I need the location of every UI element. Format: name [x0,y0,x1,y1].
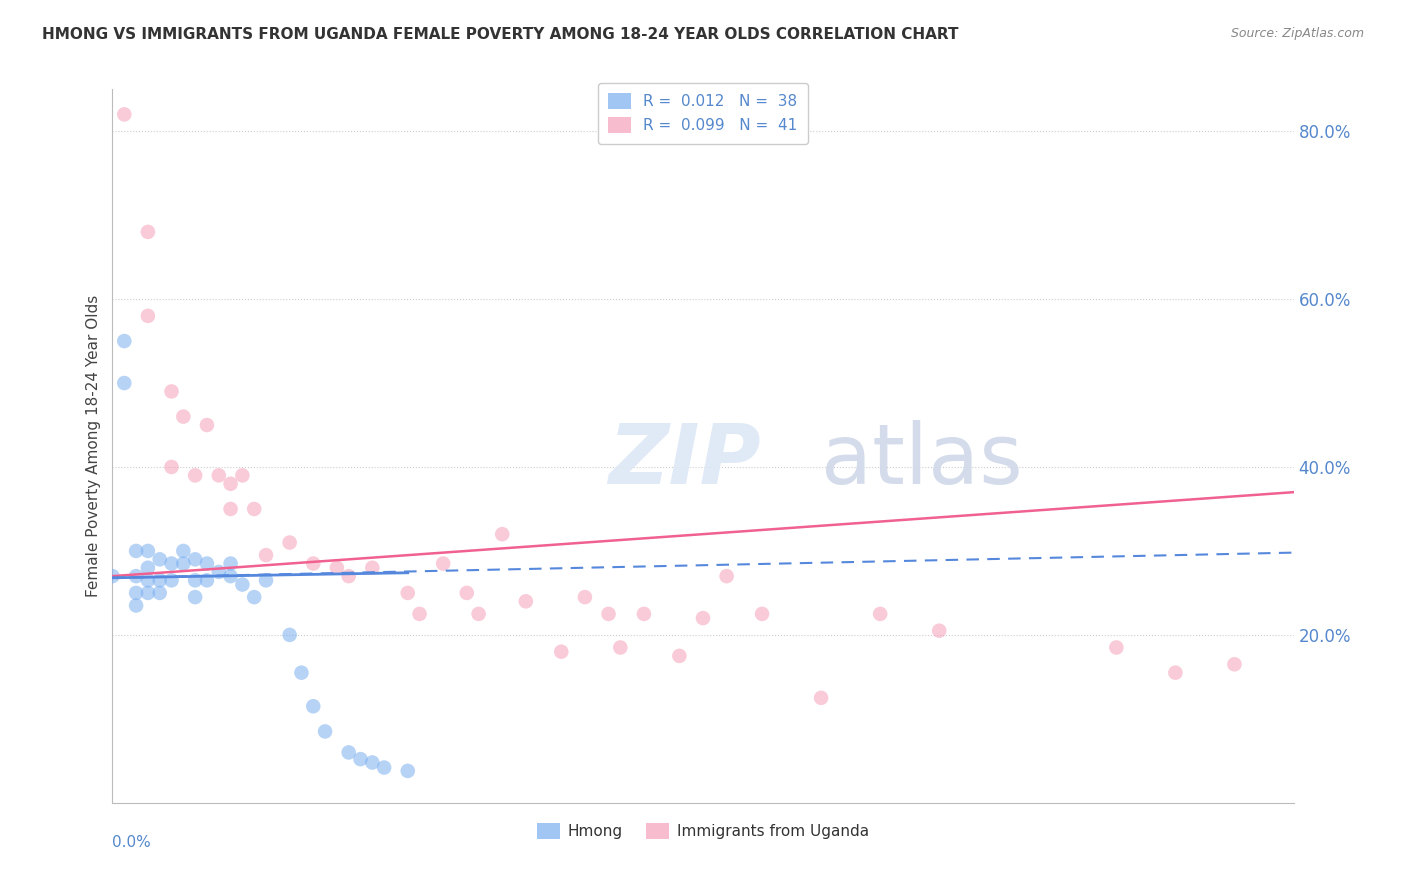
Point [456,586,478,600]
Point [101,569,124,583]
Point [219,557,242,571]
Point [195,557,218,571]
Point [254,548,277,562]
Point [149,586,172,600]
Point [254,574,277,588]
Point [136,586,159,600]
Point [125,544,148,558]
Point [208,565,231,579]
Point [290,665,312,680]
Point [302,557,325,571]
Point [219,569,242,583]
Point [633,607,655,621]
Point [1223,657,1246,672]
Point [337,746,360,760]
Point [668,648,690,663]
Point [125,569,148,583]
Point [112,334,135,348]
Point [184,552,207,566]
Point [160,460,183,475]
Point [361,756,384,770]
Point [326,560,349,574]
Point [136,574,159,588]
Point [337,569,360,583]
Text: ZIP: ZIP [609,420,761,500]
Point [609,640,631,655]
Point [869,607,891,621]
Point [172,557,194,571]
Point [1105,640,1128,655]
Point [219,502,242,516]
Point [314,724,336,739]
Point [928,624,950,638]
Y-axis label: Female Poverty Among 18-24 Year Olds: Female Poverty Among 18-24 Year Olds [86,295,101,597]
Point [195,574,218,588]
Point [172,409,194,424]
Point [432,557,454,571]
Point [1164,665,1187,680]
Point [574,590,596,604]
Point [408,607,430,621]
Point [598,607,620,621]
Point [373,760,395,774]
Point [112,107,135,121]
Point [491,527,513,541]
Point [467,607,489,621]
Point [125,586,148,600]
Legend: Hmong, Immigrants from Uganda: Hmong, Immigrants from Uganda [531,817,875,845]
Point [184,590,207,604]
Point [172,544,194,558]
Point [184,468,207,483]
Point [243,502,266,516]
Point [396,764,419,778]
Point [810,690,832,705]
Point [349,752,371,766]
Text: HMONG VS IMMIGRANTS FROM UGANDA FEMALE POVERTY AMONG 18-24 YEAR OLDS CORRELATION: HMONG VS IMMIGRANTS FROM UGANDA FEMALE P… [42,27,959,42]
Point [231,468,253,483]
Point [136,544,159,558]
Point [160,557,183,571]
Point [208,468,231,483]
Point [716,569,738,583]
Point [278,628,301,642]
Point [692,611,714,625]
Text: Source: ZipAtlas.com: Source: ZipAtlas.com [1230,27,1364,40]
Text: atlas: atlas [821,420,1022,500]
Point [515,594,537,608]
Text: 0.0%: 0.0% [112,835,152,850]
Point [396,586,419,600]
Point [160,384,183,399]
Point [243,590,266,604]
Point [125,599,148,613]
Point [112,376,135,390]
Point [231,577,253,591]
Point [751,607,773,621]
Point [302,699,325,714]
Point [184,574,207,588]
Point [136,560,159,574]
Point [278,535,301,549]
Point [136,225,159,239]
Point [136,309,159,323]
Point [195,417,218,432]
Point [149,552,172,566]
Point [219,476,242,491]
Point [160,574,183,588]
Point [361,560,384,574]
Point [149,574,172,588]
Point [550,645,572,659]
